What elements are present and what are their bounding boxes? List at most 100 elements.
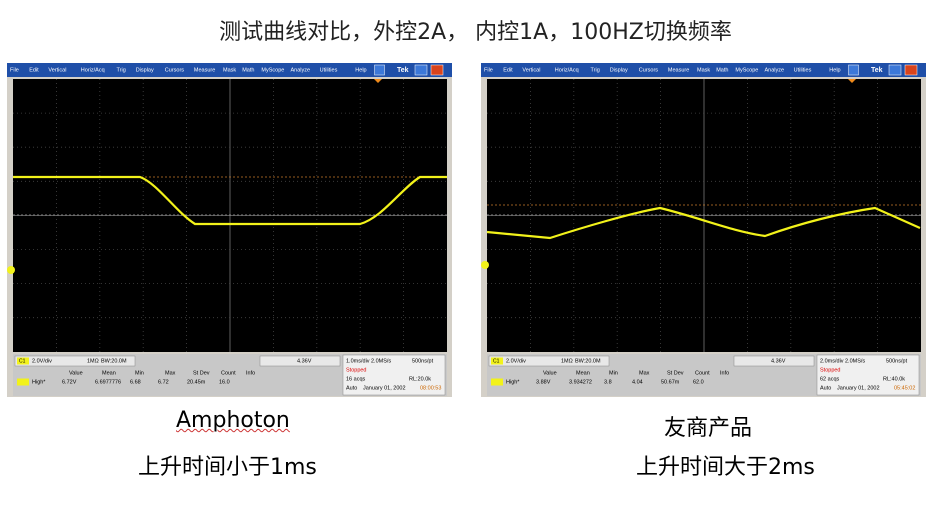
measure-badge: [17, 378, 29, 386]
measure-value: 3.88V: [536, 379, 551, 385]
sample-rate: 2.0MS/s: [845, 358, 865, 364]
resolution: 500ns/pt: [412, 358, 434, 364]
bandwidth: BW:20.0M: [101, 358, 127, 364]
waveform: [486, 206, 921, 240]
subcaption: 上升时间大于2ms: [636, 455, 815, 480]
timebase: 2.0ms/div: [820, 358, 844, 364]
menu-item: Vertical: [522, 67, 540, 73]
menu-item: Horiz/Acq: [555, 67, 579, 73]
measure-value: 6.6977776: [95, 379, 121, 385]
acq-state: Stopped: [820, 367, 841, 373]
oscilloscope-screenshot: File Edit Vertical Horiz/Acq Trig Display Curs…: [7, 63, 452, 397]
menu-item: File: [484, 67, 493, 73]
menu-item: Display: [136, 67, 154, 73]
trigger-marker: [374, 79, 382, 83]
measure-header: Count: [221, 370, 236, 376]
menu-button: [374, 64, 385, 76]
menu-item: Measure: [668, 67, 689, 73]
acq-state: Stopped: [346, 367, 367, 373]
menu-item: Mask: [697, 67, 710, 73]
measure-header: Min: [609, 370, 618, 376]
measure-header: Max: [165, 370, 176, 376]
menu-item: Analyze: [291, 67, 311, 73]
measure-value: 6.68: [130, 379, 141, 385]
menu-item: Trig: [591, 67, 600, 73]
brand: Tek: [871, 67, 883, 74]
menu-item: Math: [716, 67, 728, 73]
menu-bar: [7, 63, 452, 77]
acq-box: [816, 354, 920, 396]
impedance: 1MΩ: [87, 358, 99, 364]
trigger-level: 4.36V: [771, 358, 786, 364]
measure-header: Count: [695, 370, 710, 376]
channel-label: C1: [19, 358, 26, 364]
record-length: RL:40.0k: [883, 376, 905, 382]
acq-box: [342, 354, 446, 396]
trigger-box: [733, 355, 815, 367]
close-button: [904, 64, 918, 76]
subcaption: 上升时间小于1ms: [138, 455, 317, 480]
menu-item: Utilities: [794, 67, 812, 73]
measure-value: 6.72V: [62, 379, 77, 385]
menu-item: Horiz/Acq: [81, 67, 105, 73]
menu-item: Vertical: [48, 67, 66, 73]
menu-item: Help: [355, 67, 366, 73]
time: 05:45:02: [894, 385, 915, 391]
window-button: [888, 64, 902, 76]
menu-item: Measure: [194, 67, 215, 73]
menu-item: Display: [610, 67, 628, 73]
acq-count: 62 acqs: [820, 376, 840, 382]
channel-badge: [491, 357, 503, 365]
measure-header: Value: [543, 370, 557, 376]
sample-rate: 2.0MS/s: [371, 358, 391, 364]
measure-badge: [491, 378, 503, 386]
menu-item: Mask: [223, 67, 236, 73]
measure-header: Min: [135, 370, 144, 376]
record-length: RL:20.0k: [409, 376, 431, 382]
measure-header: Max: [639, 370, 650, 376]
date: January 01, 2002: [363, 385, 406, 391]
measure-value: 62.0: [693, 379, 704, 385]
menu-item: Trig: [117, 67, 126, 73]
measure-header: Value: [69, 370, 83, 376]
menu-bar: [481, 63, 926, 77]
channel-box: [14, 355, 136, 367]
menu-item: Utilities: [320, 67, 338, 73]
time: 08:00:53: [420, 385, 441, 391]
caption: Amphoton: [176, 408, 290, 433]
trigger-level: 4.36V: [297, 358, 312, 364]
caption: 友商产品: [664, 416, 753, 441]
menu-item: Analyze: [765, 67, 785, 73]
measure-value: High*: [506, 379, 520, 385]
channel-box: [488, 355, 610, 367]
oscilloscope-screenshot: File Edit Vertical Horiz/Acq Trig Display Curs…: [481, 63, 926, 397]
menu-item: Math: [242, 67, 254, 73]
menu-item: MyScope: [735, 67, 758, 73]
menu-item: Help: [829, 67, 840, 73]
timebase: 1.0ms/div: [346, 358, 370, 364]
channel-marker: [7, 266, 15, 274]
waveform: [13, 175, 447, 226]
menu-item: File: [10, 67, 19, 73]
close-button: [430, 64, 444, 76]
measure-header: Mean: [576, 370, 590, 376]
bandwidth: BW:20.0M: [575, 358, 601, 364]
menu-item: Edit: [503, 67, 513, 73]
channel-scale: 2.0V/div: [32, 358, 52, 364]
resolution: 500ns/pt: [886, 358, 908, 364]
channel-marker: [481, 261, 489, 269]
menu-button: [848, 64, 859, 76]
measure-value: 3.934272: [569, 379, 592, 385]
acq-count: 16 acqs: [346, 376, 366, 382]
measure-value: 3.8: [604, 379, 612, 385]
measure-value: 4.04: [632, 379, 643, 385]
trigger-marker: [848, 79, 856, 83]
trigger-mode: Auto: [820, 385, 831, 391]
trigger-box: [259, 355, 341, 367]
measure-value: 6.72: [158, 379, 169, 385]
channel-scale: 2.0V/div: [506, 358, 526, 364]
measure-header: St Dev: [193, 370, 210, 376]
window-button: [414, 64, 428, 76]
channel-badge: [17, 357, 29, 365]
